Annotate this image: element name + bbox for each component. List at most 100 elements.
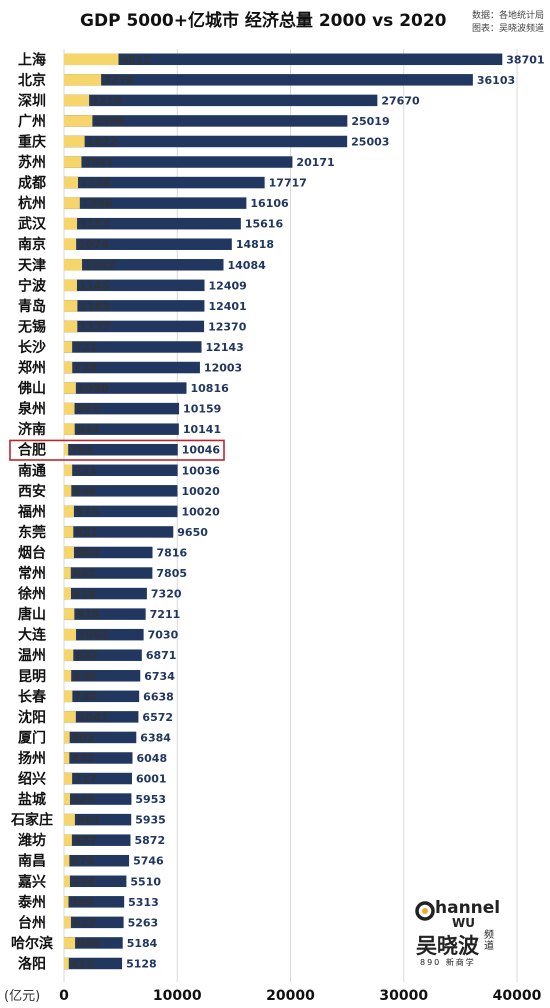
value-label-2000: 980 — [77, 937, 100, 950]
bar-2020 — [64, 464, 178, 477]
value-label-2020: 16106 — [250, 197, 289, 210]
bar-2020 — [64, 217, 241, 230]
bar-2000 — [64, 587, 71, 600]
value-label-2000: 1153 — [79, 218, 110, 231]
bar-2000 — [64, 690, 73, 703]
category-label: 厦门 — [18, 729, 46, 746]
value-label-2000: 1183 — [79, 300, 110, 313]
category-label: 洛阳 — [18, 955, 46, 972]
bar-2000 — [64, 916, 71, 929]
category-label: 台州 — [18, 914, 46, 931]
category-label: 青岛 — [18, 298, 46, 315]
bar-2000 — [64, 341, 73, 353]
bar-2020 — [64, 731, 137, 744]
bar-2000 — [64, 94, 90, 107]
value-label-2020: 12143 — [206, 341, 244, 354]
bar-2000 — [64, 772, 73, 785]
bar-2000 — [64, 53, 119, 66]
bar-2000 — [64, 813, 75, 826]
value-label-2020: 25003 — [351, 135, 389, 148]
bar-2000 — [64, 485, 72, 497]
bar-2000 — [64, 217, 78, 230]
bar-2000 — [64, 300, 78, 312]
bar-2020 — [64, 813, 132, 826]
bar-2000 — [64, 279, 77, 292]
bar-2020 — [64, 793, 132, 805]
category-label: 武汉 — [18, 216, 47, 233]
x-tick-label: 0 — [59, 988, 69, 1004]
bar-2000 — [64, 793, 70, 805]
value-label-2000: 472 — [71, 752, 94, 765]
author-note: 图表：吴晓波频道 — [471, 24, 544, 34]
bar-2000 — [64, 834, 72, 846]
category-label: 沈阳 — [18, 709, 46, 726]
value-label-2020: 5313 — [128, 896, 159, 909]
category-label: 深圳 — [18, 92, 46, 109]
category-label: 福州 — [17, 503, 46, 520]
value-label-2000: 717 — [74, 773, 97, 786]
value-label-2000: 822 — [75, 649, 98, 662]
bar-2000 — [64, 896, 69, 908]
category-label: 成都 — [18, 175, 46, 192]
bar-2020 — [64, 937, 123, 949]
value-label-2000: 944 — [77, 423, 100, 436]
category-label: 盐城 — [18, 791, 46, 808]
value-label-2020: 14084 — [228, 259, 267, 272]
category-label: 济南 — [18, 421, 46, 438]
category-label: 常州 — [18, 565, 46, 582]
logo-brand-text: 吴晓波 — [416, 934, 479, 958]
value-label-2020: 5746 — [133, 855, 164, 868]
value-label-2000: 1238 — [80, 177, 111, 190]
value-label-2020: 7805 — [156, 567, 187, 580]
value-label-2000: 1050 — [78, 382, 109, 395]
value-label-2000: 529 — [72, 793, 95, 806]
value-label-2020: 5128 — [126, 957, 157, 970]
value-label-2020: 7816 — [157, 546, 188, 559]
value-label-2020: 6384 — [140, 731, 171, 744]
value-label-2000: 1177 — [79, 320, 110, 333]
channel-wu-logo: hannel WU 吴晓波 频道 890 新商学 — [414, 896, 518, 972]
bar-2020 — [64, 772, 132, 785]
bar-2020 — [64, 53, 503, 66]
value-label-2000: 697 — [74, 834, 97, 847]
value-label-2020: 6572 — [142, 711, 173, 724]
bar-2000 — [64, 731, 70, 744]
value-label-2000: 1592 — [84, 259, 115, 272]
value-label-2020: 5184 — [127, 937, 158, 950]
value-label-2000: 728 — [74, 362, 97, 375]
value-label-2020: 38701 — [506, 53, 544, 66]
value-label-2000: 721 — [74, 341, 97, 354]
value-label-2000: 721 — [74, 464, 97, 477]
bar-2020 — [64, 135, 348, 148]
bar-2000 — [64, 854, 70, 867]
bar-2020 — [64, 361, 200, 374]
category-label: 南昌 — [18, 853, 46, 870]
value-label-2020: 6734 — [144, 670, 175, 683]
category-label: 南京 — [18, 236, 46, 253]
value-label-2020: 10816 — [190, 382, 229, 395]
category-label: 重庆 — [18, 133, 46, 150]
value-label-2000: 963 — [77, 814, 100, 827]
bar-2020 — [64, 957, 123, 970]
category-label: 长春 — [18, 688, 47, 705]
category-label: 天津 — [18, 257, 46, 274]
category-label: 绍兴 — [18, 771, 46, 788]
value-label-2020: 15616 — [245, 218, 284, 231]
bar-2020 — [64, 115, 348, 127]
bar-2020 — [64, 320, 205, 333]
category-label: 苏州 — [18, 154, 46, 171]
category-label: 北京 — [18, 72, 46, 89]
value-label-2000: 1062 — [78, 629, 109, 642]
bar-2020 — [64, 854, 130, 867]
bar-2020 — [64, 567, 153, 579]
logo-channel-text: hannel — [435, 898, 501, 918]
value-label-2020: 12003 — [204, 362, 242, 375]
category-label: 石家庄 — [10, 812, 53, 829]
value-label-2020: 10046 — [182, 444, 221, 457]
category-label: 昆明 — [18, 669, 46, 685]
value-label-2000: 476 — [71, 855, 94, 868]
bar-2020 — [64, 505, 178, 518]
bar-2020 — [64, 752, 133, 764]
value-label-2020: 6871 — [146, 649, 177, 662]
